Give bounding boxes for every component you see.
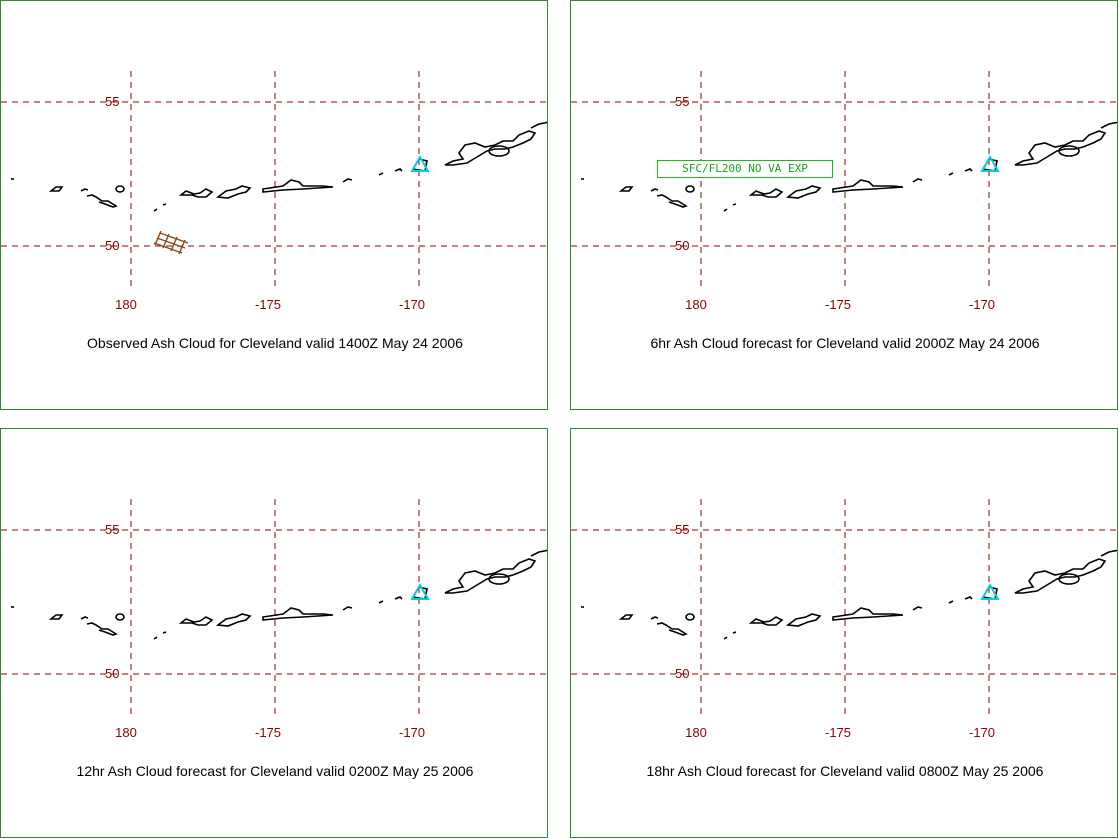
- latitude-label: 55: [675, 522, 690, 537]
- graticule: [1, 70, 547, 290]
- graticule: [1, 498, 547, 718]
- latitude-label: 55: [675, 94, 690, 109]
- panel-caption: Observed Ash Cloud for Cleveland valid 1…: [87, 335, 463, 351]
- longitude-label: -170: [968, 725, 996, 740]
- latitude-label: 50: [105, 666, 120, 681]
- panel-forecast-18hr: 55 50 180 -175 -170 18hr Ash Cloud forec…: [570, 428, 1118, 838]
- panel-observed: 55 50 180 -175 -170 Observed Ash Cloud f…: [0, 0, 548, 410]
- panel-caption: 18hr Ash Cloud forecast for Cleveland va…: [646, 763, 1044, 779]
- panel-caption: 6hr Ash Cloud forecast for Cleveland val…: [650, 335, 1040, 351]
- longitude-label: 180: [115, 297, 137, 312]
- latitude-label: 50: [675, 238, 690, 253]
- longitude-label: 180: [115, 725, 137, 740]
- latitude-label: 50: [105, 238, 120, 253]
- longitude-label: -170: [398, 297, 426, 312]
- longitude-label: -175: [824, 297, 852, 312]
- latitude-label: 55: [105, 94, 120, 109]
- map-canvas: [1, 70, 547, 290]
- longitude-label: -170: [968, 297, 996, 312]
- coastline: [580, 549, 1117, 640]
- latitude-label: 50: [675, 666, 690, 681]
- panel-forecast-6hr: 55 50 180 -175 -170 SFC/FL200 NO VA EXP …: [570, 0, 1118, 410]
- longitude-label: 180: [685, 725, 707, 740]
- advisory-box: SFC/FL200 NO VA EXP: [657, 160, 833, 178]
- latitude-label: 55: [105, 522, 120, 537]
- graticule: [571, 498, 1117, 718]
- panel-forecast-12hr: 55 50 180 -175 -170 12hr Ash Cloud forec…: [0, 428, 548, 838]
- longitude-label: 180: [685, 297, 707, 312]
- panel-caption: 12hr Ash Cloud forecast for Cleveland va…: [76, 763, 474, 779]
- ash-cloud-area: [153, 230, 189, 255]
- coastline: [10, 549, 547, 640]
- graticule: [571, 70, 1117, 290]
- longitude-label: -175: [254, 297, 282, 312]
- longitude-label: -170: [398, 725, 426, 740]
- longitude-label: -175: [254, 725, 282, 740]
- coastline: [10, 121, 547, 212]
- longitude-label: -175: [824, 725, 852, 740]
